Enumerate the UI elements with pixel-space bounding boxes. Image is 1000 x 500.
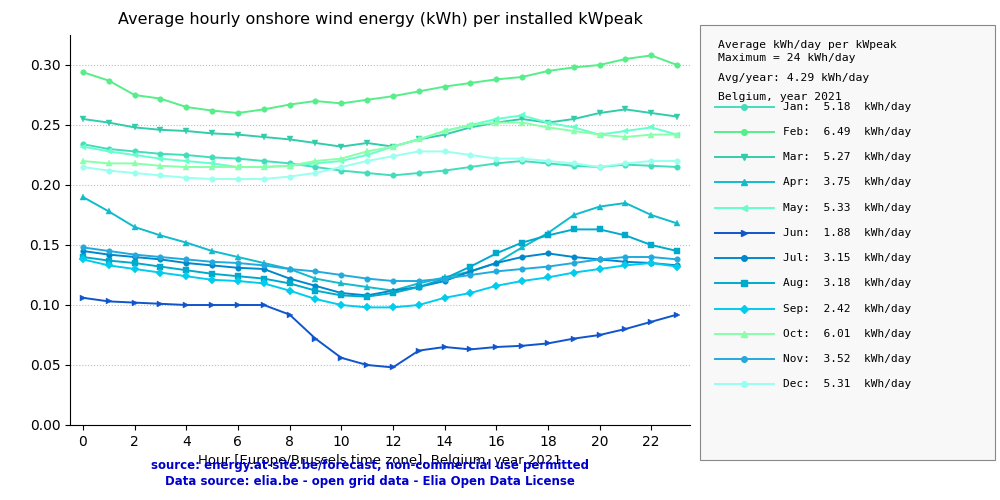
Text: Jun:  1.88  kWh/day: Jun: 1.88 kWh/day bbox=[783, 228, 911, 238]
Text: Mar:  5.27  kWh/day: Mar: 5.27 kWh/day bbox=[783, 152, 911, 162]
Text: Jul:  3.15  kWh/day: Jul: 3.15 kWh/day bbox=[783, 253, 911, 263]
Text: Feb:  6.49  kWh/day: Feb: 6.49 kWh/day bbox=[783, 127, 911, 137]
Text: Oct:  6.01  kWh/day: Oct: 6.01 kWh/day bbox=[783, 329, 911, 339]
Text: Jan:  5.18  kWh/day: Jan: 5.18 kWh/day bbox=[783, 102, 911, 112]
X-axis label: Hour [Europe/Brussels time zone], Belgium, year 2021: Hour [Europe/Brussels time zone], Belgiu… bbox=[198, 454, 562, 468]
Text: Belgium, year 2021: Belgium, year 2021 bbox=[718, 92, 841, 102]
Text: Apr:  3.75  kWh/day: Apr: 3.75 kWh/day bbox=[783, 178, 911, 188]
Text: source: energy.at-site.be/forecast, non-commercial use permitted: source: energy.at-site.be/forecast, non-… bbox=[151, 459, 589, 472]
Title: Average hourly onshore wind energy (kWh) per installed kWpeak: Average hourly onshore wind energy (kWh)… bbox=[118, 12, 642, 27]
Text: Maximum = 24 kWh/day: Maximum = 24 kWh/day bbox=[718, 54, 855, 64]
Text: Avg/year: 4.29 kWh/day: Avg/year: 4.29 kWh/day bbox=[718, 73, 869, 83]
Text: Nov:  3.52  kWh/day: Nov: 3.52 kWh/day bbox=[783, 354, 911, 364]
Text: May:  5.33  kWh/day: May: 5.33 kWh/day bbox=[783, 202, 911, 212]
Text: Sep:  2.42  kWh/day: Sep: 2.42 kWh/day bbox=[783, 304, 911, 314]
Text: Data source: elia.be - open grid data - Elia Open Data License: Data source: elia.be - open grid data - … bbox=[165, 475, 575, 488]
Text: Dec:  5.31  kWh/day: Dec: 5.31 kWh/day bbox=[783, 380, 911, 390]
Text: Average kWh/day per kWpeak: Average kWh/day per kWpeak bbox=[718, 40, 896, 50]
Text: Aug:  3.18  kWh/day: Aug: 3.18 kWh/day bbox=[783, 278, 911, 288]
FancyBboxPatch shape bbox=[700, 25, 995, 460]
